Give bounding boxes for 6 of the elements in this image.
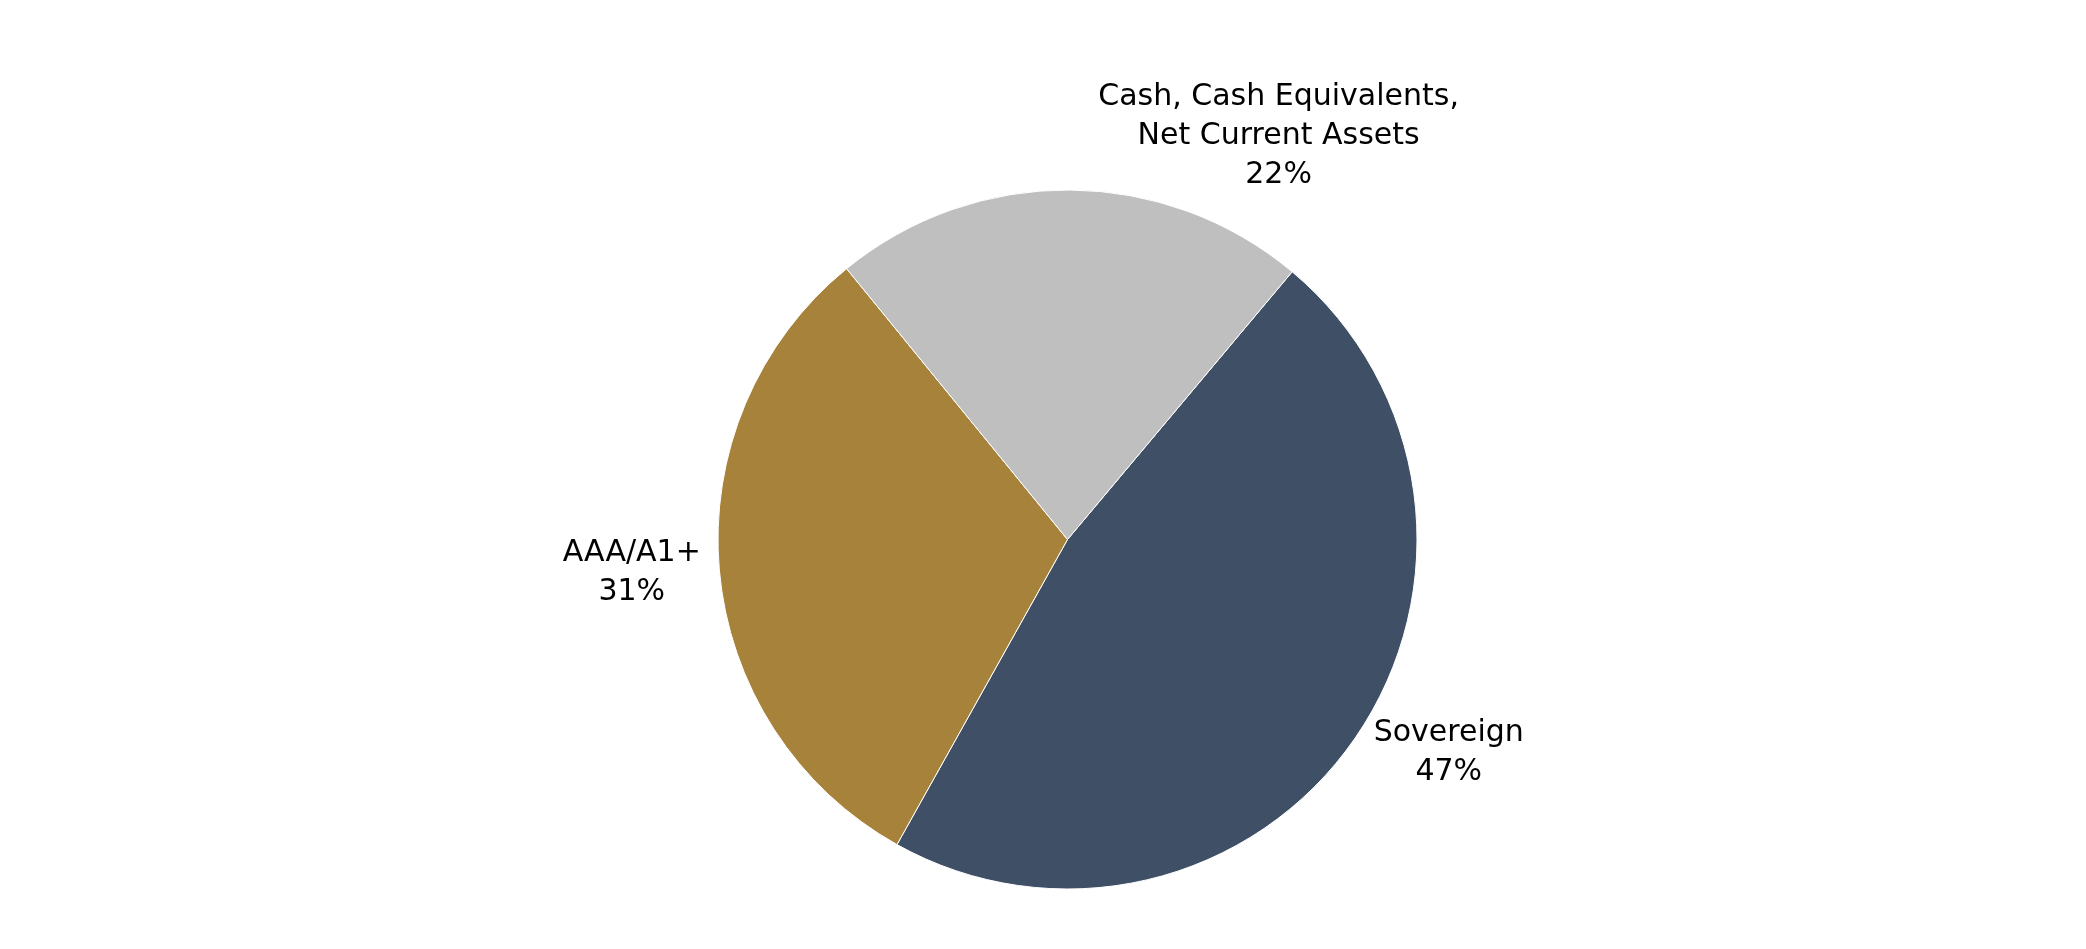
- data-label: 47%: [1415, 751, 1483, 787]
- slice-label: Sovereign: [1373, 712, 1524, 748]
- slice-label: Cash, Cash Equivalents, Net Current Assets: [1098, 77, 1459, 152]
- data-label: 31%: [598, 572, 666, 608]
- data-label: 22%: [1245, 155, 1312, 191]
- slice-label: AAA/A1+: [562, 533, 701, 569]
